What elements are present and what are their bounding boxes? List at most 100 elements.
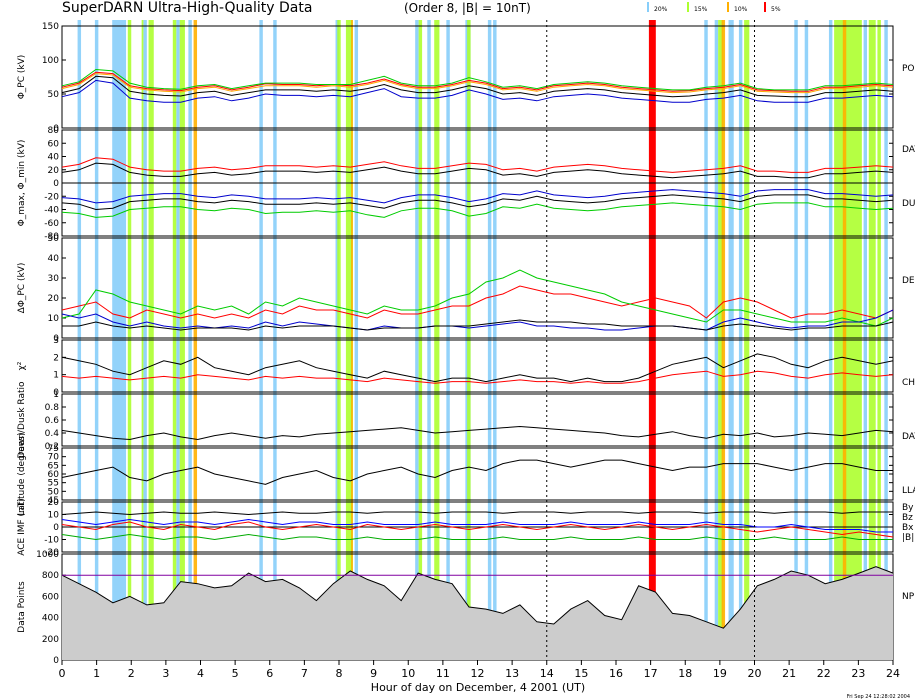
y-tick-label: 0 bbox=[53, 334, 59, 344]
series-line-phi-max-min-0 bbox=[61, 157, 894, 173]
y-tick-label: 800 bbox=[42, 571, 59, 581]
x-tick-label: 0 bbox=[59, 667, 66, 680]
series-line-phi-max-min-4 bbox=[61, 194, 894, 211]
right-label: NP bbox=[902, 592, 915, 602]
right-label: DU bbox=[902, 199, 915, 209]
x-tick-label: 10 bbox=[401, 667, 415, 680]
legend-label-1: 15% bbox=[694, 6, 708, 13]
x-tick-label: 13 bbox=[505, 667, 519, 680]
y-tick-label: 10 bbox=[48, 314, 60, 324]
legend-label-2: 10% bbox=[734, 6, 748, 13]
y-tick-label: 150 bbox=[42, 22, 59, 32]
x-tick-label: 17 bbox=[644, 667, 658, 680]
y-tick-label: 0.6 bbox=[45, 416, 60, 426]
series-line-phi-max-min-3 bbox=[61, 189, 894, 204]
quality-legend: 20% 15% 10% 5% bbox=[647, 2, 781, 13]
y-tick-label: 1000 bbox=[36, 550, 59, 560]
y-tick-label: 2 bbox=[53, 353, 59, 363]
x-tick-label: 23 bbox=[851, 667, 865, 680]
y-tick-label: 20 bbox=[48, 166, 60, 176]
y-tick-label: 20 bbox=[48, 294, 60, 304]
series-line-imf-2 bbox=[61, 533, 893, 541]
x-tick-label: 22 bbox=[817, 667, 831, 680]
x-tick-label: 24 bbox=[886, 667, 900, 680]
right-label: |B| bbox=[902, 533, 914, 543]
series-line-latitude-0 bbox=[61, 459, 893, 485]
right-label: Bx bbox=[902, 523, 914, 533]
y-tick-label: 45 bbox=[48, 496, 59, 506]
y-axis-label: ACE IMF (nT) bbox=[17, 498, 27, 556]
x-axis-label: Hour of day on December, 4 2001 (UT) bbox=[371, 681, 585, 694]
y-axis-label: χ² bbox=[17, 361, 27, 370]
x-tick-label: 8 bbox=[336, 667, 343, 680]
x-tick-label: 19 bbox=[713, 667, 727, 680]
x-tick-label: 2 bbox=[128, 667, 135, 680]
y-tick-label: 60 bbox=[48, 470, 60, 480]
y-tick-label: 600 bbox=[42, 592, 59, 602]
y-tick-label: 0 bbox=[53, 656, 59, 666]
series-line-phi-pc-0 bbox=[61, 71, 894, 92]
y-tick-label: 10 bbox=[48, 511, 60, 521]
right-label: CH bbox=[902, 378, 915, 388]
x-axis: 0 1 2 3 4 5 6 7 8 9 10 11 12 13 14 15 16 17 18 19 20 21 22 23 24 bbox=[59, 660, 900, 680]
legend-label-0: 20% bbox=[654, 6, 668, 13]
x-tick-label: 1 bbox=[93, 667, 100, 680]
y-tick-label: 50 bbox=[48, 487, 60, 497]
y-tick-label: 1 bbox=[53, 390, 59, 400]
x-tick-label: 4 bbox=[197, 667, 204, 680]
series-line-dawn-dusk-ratio-0 bbox=[61, 425, 894, 441]
panel-frame bbox=[61, 447, 894, 501]
y-tick-label: 75 bbox=[48, 444, 59, 454]
y-tick-label: 0.4 bbox=[45, 429, 60, 439]
series-area-0 bbox=[62, 566, 893, 660]
x-tick-label: 14 bbox=[540, 667, 554, 680]
series-line-phi-pc-1 bbox=[61, 68, 894, 91]
x-tick-label: 15 bbox=[574, 667, 588, 680]
right-label: Bz bbox=[902, 513, 913, 523]
y-tick-label: 50 bbox=[48, 90, 60, 100]
chart-title: SuperDARN Ultra-High-Quality Data bbox=[62, 0, 312, 16]
x-tick-label: 9 bbox=[370, 667, 377, 680]
y-tick-label: 0 bbox=[53, 124, 59, 134]
right-label: PO bbox=[902, 64, 915, 74]
y-tick-label: -80 bbox=[44, 232, 59, 242]
series-line-phi-pc-3 bbox=[61, 79, 894, 103]
y-tick-label: 400 bbox=[42, 614, 59, 624]
x-tick-label: 3 bbox=[162, 667, 169, 680]
y-tick-label: -20 bbox=[44, 192, 59, 202]
y-tick-label: 1 bbox=[53, 371, 59, 381]
y-axis-label: Dawn/Dusk Ratio bbox=[17, 381, 27, 459]
right-label: By bbox=[902, 503, 914, 513]
y-tick-label: 20 bbox=[48, 498, 60, 508]
y-tick-label: 40 bbox=[48, 153, 60, 163]
y-tick-label: 0.8 bbox=[45, 403, 60, 413]
y-axis-label: Φ_max, Φ_min (kV) bbox=[17, 140, 27, 227]
x-tick-label: 12 bbox=[471, 667, 485, 680]
y-tick-label: 200 bbox=[42, 635, 59, 645]
y-axis-label: ΔΦ_PC (kV) bbox=[17, 263, 27, 314]
series-line-chi-1 bbox=[61, 370, 894, 384]
x-tick-label: 11 bbox=[436, 667, 450, 680]
right-label: DAY bbox=[902, 145, 915, 155]
y-axis-label: Φ_PC (kV) bbox=[17, 55, 27, 100]
y-tick-label: 40 bbox=[48, 254, 60, 264]
y-tick-label: 80 bbox=[48, 126, 60, 136]
panel-phi-pc: 0 50 100 150 Φ_PC (kV) PO bbox=[17, 22, 915, 134]
series-line-chi-0 bbox=[61, 353, 894, 383]
right-label: LLA bbox=[902, 486, 915, 496]
x-tick-label: 21 bbox=[782, 667, 796, 680]
y-tick-label: 0 bbox=[53, 179, 59, 189]
x-tick-label: 6 bbox=[266, 667, 273, 680]
y-tick-label: 30 bbox=[48, 274, 60, 284]
y-tick-label: 50 bbox=[48, 234, 60, 244]
y-tick-label: -60 bbox=[44, 219, 59, 229]
x-tick-label: 16 bbox=[609, 667, 623, 680]
y-tick-label: 65 bbox=[48, 461, 59, 471]
y-tick-label: -20 bbox=[44, 548, 59, 558]
x-tick-label: 7 bbox=[301, 667, 308, 680]
chart-subtitle: (Order 8, |B| = 10nT) bbox=[404, 1, 531, 15]
legend-label-3: 5% bbox=[771, 6, 781, 13]
y-tick-label: 55 bbox=[48, 479, 59, 489]
